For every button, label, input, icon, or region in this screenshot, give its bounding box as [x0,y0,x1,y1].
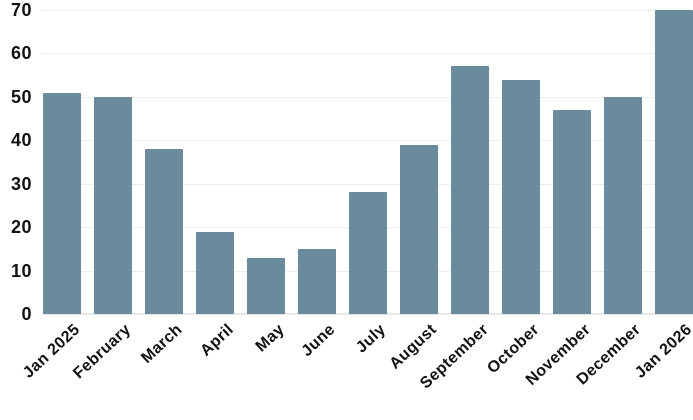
x-tick-label-march: March [138,321,186,367]
bar-november [553,109,591,314]
bar-august [400,144,438,314]
bar-october [502,79,540,314]
y-tick-label-30: 30 [10,173,32,194]
x-tick-label-jan-2026: Jan 2026 [632,321,693,382]
y-axis-labels: 0 10 20 30 40 50 60 70 [0,0,33,420]
gridline-40 [43,140,693,142]
x-tick-label-december: December [574,321,645,389]
plot-area [43,10,693,315]
x-tick-label-may: May [252,321,288,356]
bar-july [349,192,387,314]
x-tick-label-november: November [522,321,594,389]
y-tick-label-0: 0 [21,304,32,324]
x-tick-label-february: February [70,321,135,383]
bar-jan-2025 [43,92,81,314]
gridline-30 [43,183,693,185]
x-tick-label-october: October [484,321,543,378]
bar-june [298,248,336,314]
gridline-50 [43,96,693,98]
bar-may [247,257,285,314]
bars-row [43,10,693,314]
x-axis-baseline [43,313,693,315]
y-tick-label-50: 50 [10,86,32,107]
gridline-70 [43,10,693,11]
x-tick-label-july: July [353,321,390,357]
y-tick-label-10: 10 [10,260,32,281]
x-tick-label-june: June [298,321,339,360]
y-tick-label-70: 70 [10,0,32,20]
bar-jan-2026 [655,10,693,314]
y-tick-label-60: 60 [10,43,32,64]
y-tick-label-40: 40 [10,130,32,151]
bar-february [94,96,132,314]
gridline-60 [43,53,693,55]
bar-april [196,231,234,314]
bar-march [145,148,183,314]
x-tick-label-august: August [386,321,441,373]
x-tick-label-september: September [416,321,492,393]
y-tick-label-20: 20 [10,217,32,238]
bar-december [604,96,642,314]
bar-september [451,66,489,314]
x-tick-label-april: April [196,321,237,360]
